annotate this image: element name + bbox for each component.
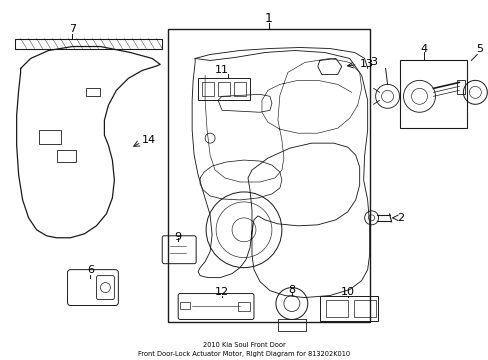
Bar (39, 130, 61, 144)
Bar (15, 39, 162, 49)
Text: 1: 1 (264, 12, 272, 25)
Bar (202, 82, 214, 96)
Text: 11: 11 (215, 66, 228, 76)
Text: 12: 12 (215, 287, 229, 297)
Text: 8: 8 (288, 284, 295, 294)
Text: 10: 10 (340, 287, 354, 297)
Text: 6: 6 (87, 265, 94, 275)
Bar (353, 300, 375, 318)
Text: 2: 2 (397, 213, 404, 223)
Text: 5: 5 (475, 44, 482, 54)
Text: 9: 9 (174, 232, 182, 242)
Text: 4: 4 (420, 44, 427, 54)
Text: 3: 3 (369, 58, 376, 67)
Text: 7: 7 (69, 24, 76, 33)
Bar (325, 300, 347, 318)
Bar (198, 78, 249, 100)
Text: 2010 Kia Soul Front Door
Front Door-Lock Actuator Motor, Right Diagram for 81320: 2010 Kia Soul Front Door Front Door-Lock… (138, 342, 349, 357)
Text: 13: 13 (359, 59, 373, 69)
Bar (277, 319, 305, 332)
Bar (57, 150, 76, 162)
Bar (319, 296, 377, 321)
Bar (238, 302, 249, 311)
Bar (180, 302, 190, 310)
Text: 14: 14 (142, 135, 156, 145)
Bar (456, 80, 465, 94)
Bar (218, 82, 229, 96)
Bar (168, 28, 369, 323)
Bar (234, 82, 245, 96)
Bar (86, 88, 100, 96)
Bar (399, 60, 467, 128)
